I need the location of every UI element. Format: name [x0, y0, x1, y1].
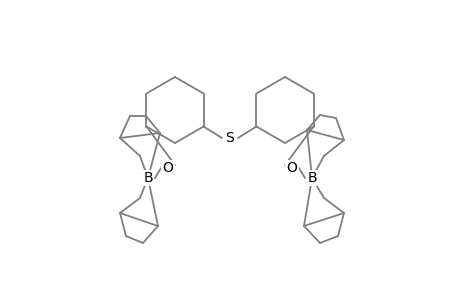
Text: B: B: [307, 171, 316, 185]
Text: S: S: [225, 131, 234, 145]
Text: B: B: [143, 171, 152, 185]
Text: O: O: [162, 161, 173, 175]
Text: O: O: [286, 161, 297, 175]
